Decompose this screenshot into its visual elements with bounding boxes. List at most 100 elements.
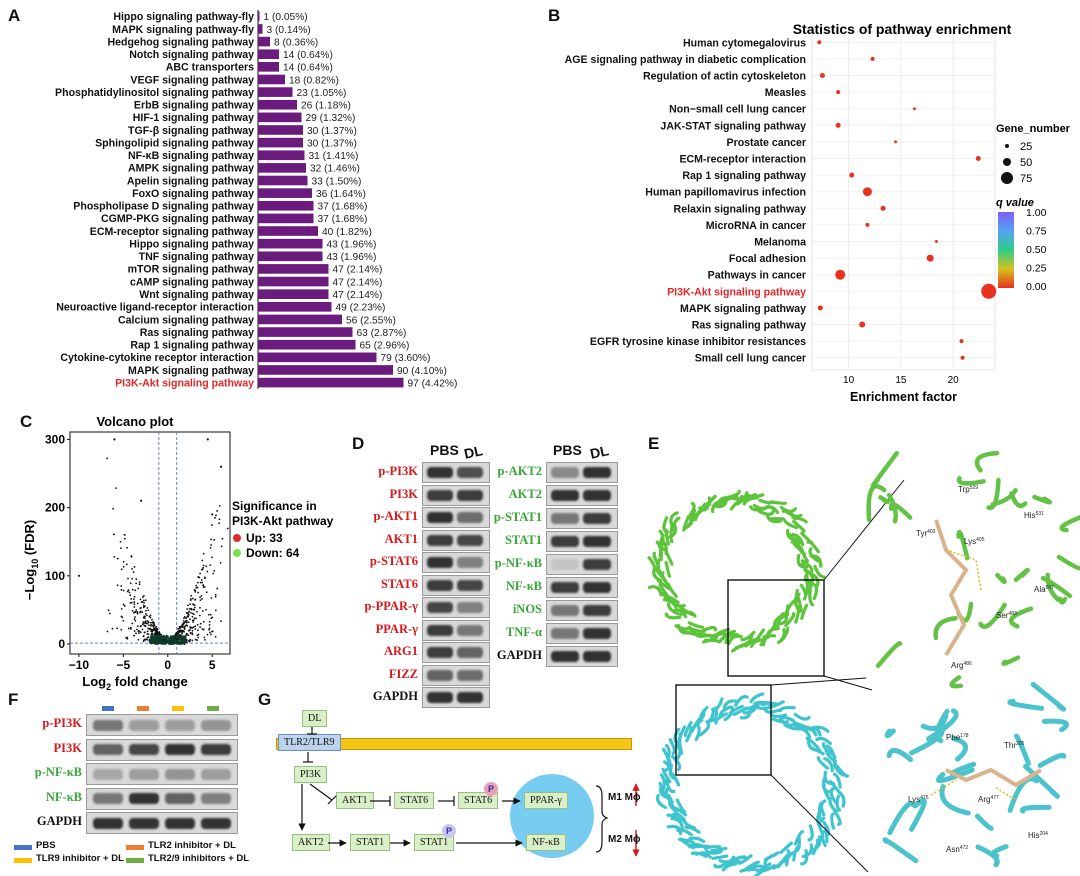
volcano-xtick-1: −5 xyxy=(116,658,130,672)
zoom-bottom-stick xyxy=(886,747,914,763)
structure-bottom-ring-strand xyxy=(778,705,796,713)
bar-value-20: 47 (2.14%) xyxy=(333,265,383,276)
blot-d-right-row-6-strip xyxy=(546,600,618,621)
volcano-point xyxy=(142,622,145,625)
bubble-label-16: MAPK signaling pathway xyxy=(680,303,806,315)
volcano-point xyxy=(190,594,193,597)
zoom-top-stick xyxy=(1057,596,1068,605)
bar-3 xyxy=(258,49,279,60)
bubble-label-5: JAK-STAT signaling pathway xyxy=(660,120,806,132)
panel-c-volcano-plot: Volcano plot Log2 fold change −Log10 (FD… xyxy=(22,414,334,690)
blot-d-right-row-2-band-1 xyxy=(583,513,611,524)
bar-value-5: 18 (0.82%) xyxy=(289,75,339,86)
legend-q-tick-1: 0.75 xyxy=(1026,226,1047,238)
volcano-point xyxy=(221,537,224,540)
volcano-point xyxy=(181,623,184,626)
volcano-point xyxy=(191,627,194,629)
zoom-top-stick xyxy=(878,495,890,505)
lane-marker-2 xyxy=(172,706,184,711)
volcano-point-dense xyxy=(162,641,165,644)
structure-bottom-ring-strand xyxy=(779,841,793,855)
volcano-point xyxy=(195,617,197,620)
volcano-point-dense xyxy=(165,636,168,639)
blot-d-right-row-2-band-0 xyxy=(551,513,579,524)
structure-bottom-ring-strand xyxy=(755,862,772,873)
volcano-point xyxy=(137,630,140,632)
bubble-point-6 xyxy=(894,140,898,144)
bar-value-23: 49 (2.23%) xyxy=(336,303,386,314)
bubble-label-12: Melanoma xyxy=(754,237,806,249)
structure-top-ring-strand xyxy=(674,624,692,631)
structure-top-ring-strand xyxy=(664,612,682,620)
blot-d-right-row-2-strip xyxy=(546,508,618,529)
volcano-point xyxy=(197,636,200,639)
bubble-point-16 xyxy=(817,305,823,311)
blot-d-left-row-0-band-0 xyxy=(427,467,453,478)
volcano-point-dense xyxy=(166,641,169,644)
volcano-legend-down-dot xyxy=(233,549,241,557)
volcano-point xyxy=(155,632,158,635)
structure-top-ring-strand xyxy=(740,492,758,499)
pathway-arrows xyxy=(298,727,640,857)
volcano-point xyxy=(152,629,155,632)
blot-f-row-0-band-1 xyxy=(129,719,159,731)
structure-bottom-ring-strand xyxy=(833,761,844,777)
volcano-point xyxy=(187,604,189,607)
zoom-panel-bottom xyxy=(882,681,1069,868)
zoom-bottom-stick xyxy=(1007,698,1045,711)
bar-name-25: Ras signaling pathway xyxy=(140,327,254,339)
blot-f-row-1-band-3 xyxy=(201,744,231,755)
volcano-point-dense xyxy=(184,640,187,644)
blot-d-left-row-3-label: AKT1 xyxy=(384,531,418,546)
volcano-point xyxy=(146,632,149,635)
blot-d-left-row-1-band-1 xyxy=(457,489,483,501)
structure-top-ring-strand xyxy=(792,519,806,533)
volcano-point xyxy=(209,546,212,549)
structure-bottom-ring-strand xyxy=(811,838,820,856)
structure-bottom-ring-strand xyxy=(713,860,731,869)
volcano-point-dense xyxy=(174,635,178,639)
blot-d-right-row-0-band-0 xyxy=(551,467,579,478)
blot-f-row-0-label: p-PI3K xyxy=(42,716,82,730)
volcano-point xyxy=(187,621,190,624)
volcano-point xyxy=(202,628,205,631)
structure-top-ring-strand xyxy=(767,516,785,521)
blot-d-right-row-6-label: iNOS xyxy=(512,602,542,616)
blot-d-right-row-5-band-1 xyxy=(583,582,611,593)
blot-d-left-row-0-band-1 xyxy=(457,467,483,478)
bar-name-26: Rap 1 signaling pathway xyxy=(130,340,254,352)
bar-name-5: VEGF signaling pathway xyxy=(130,74,254,86)
volcano-point xyxy=(201,610,204,612)
bar-name-12: AMPK signaling pathway xyxy=(128,163,254,175)
volcano-point xyxy=(147,609,150,612)
blot-d-right-row-1-label: AKT2 xyxy=(508,487,542,501)
blot-f-row-1-band-0 xyxy=(93,744,123,755)
volcano-point xyxy=(183,630,185,633)
volcano-point xyxy=(202,566,205,569)
structure-top-ring-strand xyxy=(647,585,663,597)
blot-d-right-row-8-band-1 xyxy=(583,651,611,662)
volcano-point xyxy=(116,627,119,630)
bar-value-18: 43 (1.96%) xyxy=(327,239,377,250)
volcano-point xyxy=(189,599,192,601)
bar-20 xyxy=(258,264,329,274)
blot-d-left-row-10-label: GAPDH xyxy=(372,689,418,703)
legend-size-dot-0 xyxy=(1005,144,1009,148)
structure-bottom-ring-strand xyxy=(792,845,800,862)
blot-d-right-row-1-band-0 xyxy=(551,490,579,501)
bar-4 xyxy=(258,62,279,72)
blot-d-right-row-0-band-1 xyxy=(583,467,611,478)
structure-top-ring-strand xyxy=(687,501,696,519)
structure-bottom-ring-strand xyxy=(812,725,830,733)
blot-d-left-header-pbs: PBS xyxy=(430,442,459,458)
bar-11 xyxy=(258,150,305,161)
structure-top-ring-strand xyxy=(806,540,820,554)
structure-top-ring-strand xyxy=(791,515,808,524)
bar-17 xyxy=(258,226,318,236)
volcano-point xyxy=(142,604,145,607)
volcano-point xyxy=(123,605,126,607)
arrow-pi3k-akt1-bar xyxy=(327,795,337,805)
volcano-point xyxy=(191,615,194,618)
volcano-point xyxy=(202,564,205,567)
volcano-point xyxy=(133,618,136,620)
